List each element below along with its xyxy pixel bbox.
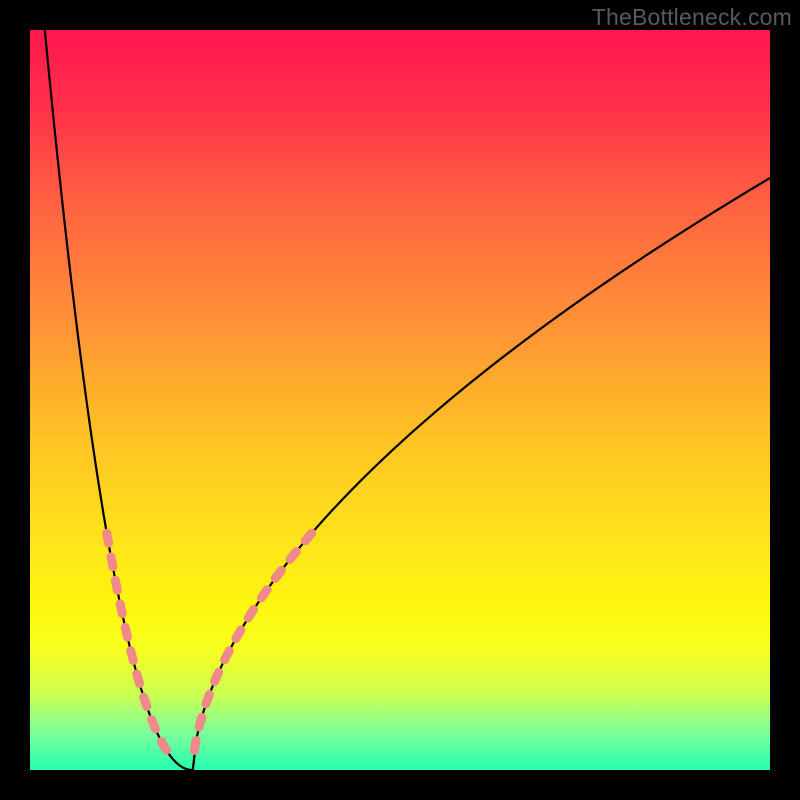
highlight-dots-right [194,533,312,755]
plot-area [30,30,770,770]
curve-layer [30,30,770,770]
highlight-dots-left [107,533,170,755]
watermark-text: TheBottleneck.com [592,4,792,31]
bottleneck-curve [45,30,770,770]
chart-frame: TheBottleneck.com [0,0,800,800]
